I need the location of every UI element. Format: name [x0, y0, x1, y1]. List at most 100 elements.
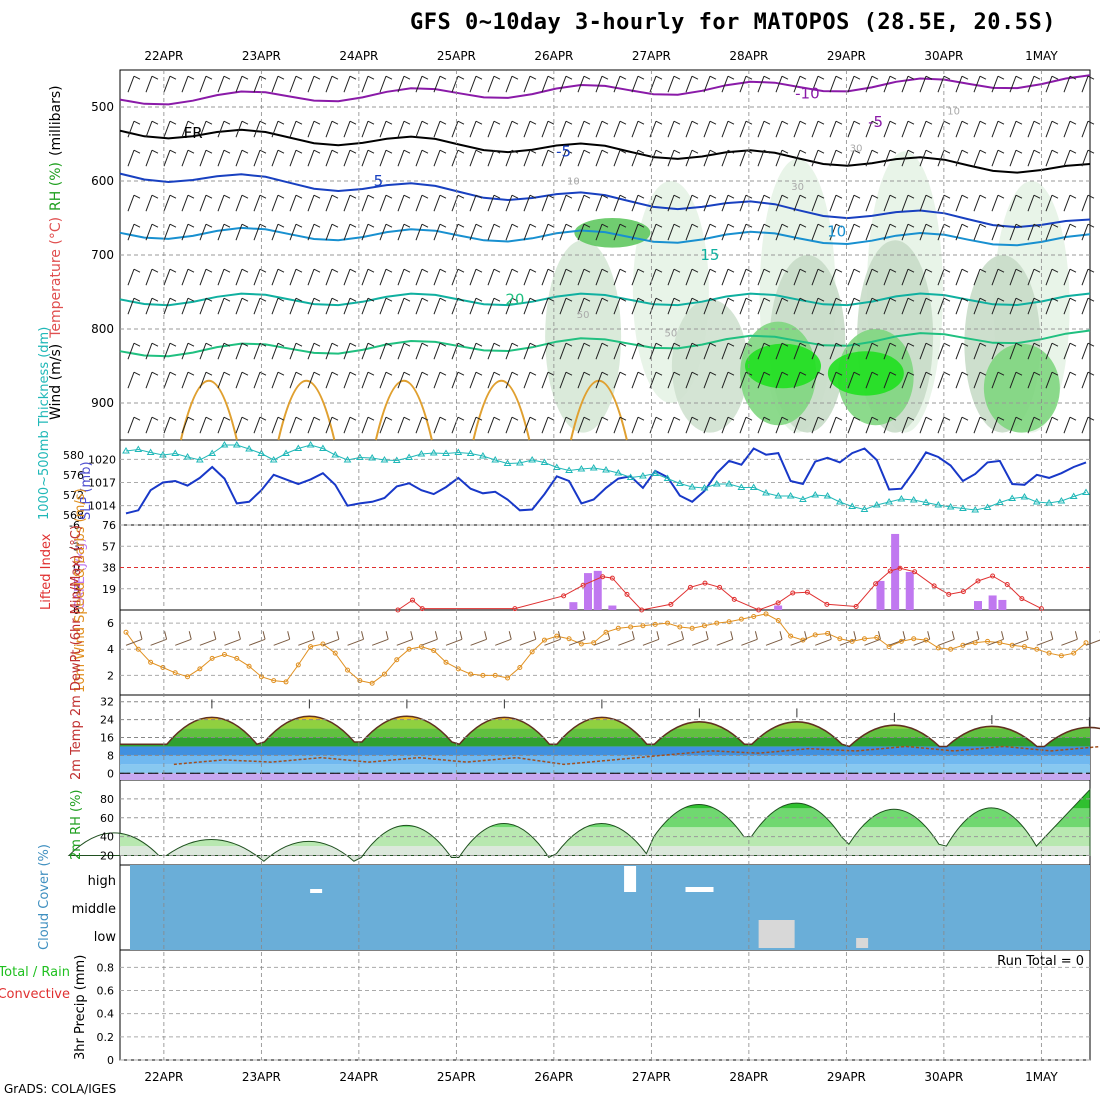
cape-bar — [974, 601, 982, 610]
thickness-marker — [848, 502, 857, 509]
wind-barb — [1063, 194, 1077, 212]
surface-wind-barb — [691, 631, 709, 646]
cape-bar — [988, 595, 997, 610]
lifted-index-marker — [775, 600, 781, 606]
wind-speed-marker — [923, 637, 929, 643]
rh-tick-label: 80 — [100, 793, 114, 806]
wind-speed-marker — [628, 624, 634, 630]
wind-barb — [415, 416, 429, 434]
wind-barb — [793, 75, 807, 93]
temperature-band — [120, 719, 1090, 729]
thickness-marker — [835, 498, 844, 505]
wind-barb — [217, 416, 231, 434]
wind-barb — [757, 120, 771, 138]
wind-barb — [577, 149, 591, 167]
wind-barb — [703, 149, 717, 167]
wind-barb — [883, 371, 897, 389]
wind-barb — [415, 120, 429, 138]
wind-barb — [541, 75, 555, 93]
wind-barb — [937, 416, 951, 434]
wind-barb — [649, 120, 663, 138]
wind-barb — [775, 342, 789, 360]
wind-barb — [955, 223, 969, 241]
wind-barb — [253, 75, 267, 93]
thickness-marker — [1057, 497, 1066, 504]
wind-speed-marker — [320, 641, 326, 647]
wind-barb — [559, 120, 573, 138]
wind-barb — [991, 268, 1005, 286]
thickness-marker — [971, 506, 980, 513]
thickness-marker — [1008, 494, 1017, 501]
wind-barb — [1009, 371, 1023, 389]
wind-barb — [631, 120, 645, 138]
wind-barb — [1081, 416, 1095, 434]
wind-barb — [739, 416, 753, 434]
wind-barb — [343, 149, 357, 167]
wind-barb — [145, 75, 159, 93]
wind-barb — [127, 149, 141, 167]
wind-speed-marker — [985, 638, 991, 644]
wind-barb — [253, 416, 267, 434]
wind-barb — [757, 268, 771, 286]
wind-barb — [1027, 416, 1041, 434]
wind-barb — [1063, 268, 1077, 286]
wind-barb — [181, 342, 195, 360]
wind-barb — [379, 371, 393, 389]
rh-curve — [67, 788, 1091, 862]
wind-speed-marker — [554, 633, 560, 639]
wind-barb — [145, 194, 159, 212]
thickness-marker — [466, 449, 475, 456]
wind-barb — [487, 297, 501, 315]
wind-barb — [577, 297, 591, 315]
wind-barb — [937, 297, 951, 315]
wind-barb — [667, 194, 681, 212]
wind-barb — [199, 371, 213, 389]
wind-barb — [919, 342, 933, 360]
cape-bar — [608, 605, 617, 610]
pressure-tick-label: 600 — [91, 174, 114, 188]
wind-barb — [199, 268, 213, 286]
wind-barb — [289, 194, 303, 212]
wind-barb — [541, 268, 555, 286]
wind-barb — [739, 120, 753, 138]
wind-speed-marker — [935, 645, 941, 651]
wind-barb — [235, 416, 249, 434]
wind-barb — [289, 268, 303, 286]
rh-tick-label: 60 — [100, 812, 114, 825]
chart-title: GFS 0~10day 3-hourly for MATOPOS (28.5E,… — [410, 10, 1057, 35]
wind-barb — [541, 194, 555, 212]
wind-barb — [721, 268, 735, 286]
surface-wind-barb — [568, 631, 586, 646]
wind-barb — [829, 268, 843, 286]
wind-barb — [559, 75, 573, 93]
wind-barb — [973, 297, 987, 315]
wind-barb — [289, 416, 303, 434]
wind-barb — [775, 416, 789, 434]
wind-barb — [271, 120, 285, 138]
wind-barb — [505, 416, 519, 434]
wind-barb — [721, 194, 735, 212]
precip-ylabel: 3hr Precip (mm) — [73, 955, 88, 1060]
surface-wind-barb — [495, 631, 512, 646]
thickness-marker — [602, 466, 610, 473]
wind-speed-marker — [271, 678, 277, 684]
lifted-index-marker — [931, 583, 937, 589]
lifted-index-marker — [897, 565, 903, 571]
wind-barb — [181, 416, 195, 434]
wind-barb — [127, 194, 141, 212]
thickness-marker — [183, 453, 192, 460]
wind-speed-marker — [529, 649, 535, 655]
surface-wind-barb — [765, 631, 783, 646]
wind-barb — [217, 194, 231, 212]
wind-barb — [937, 75, 951, 93]
wind-barb — [631, 149, 645, 167]
wind-barb — [577, 120, 591, 138]
wind-barb — [379, 120, 393, 138]
wind-barb — [793, 149, 807, 167]
thickness-line — [125, 444, 1087, 511]
wind-speed-marker — [1034, 646, 1040, 652]
wind-barb — [127, 223, 141, 241]
wind-barb — [775, 297, 789, 315]
wind-barb — [235, 223, 249, 241]
wind-barb — [919, 149, 933, 167]
